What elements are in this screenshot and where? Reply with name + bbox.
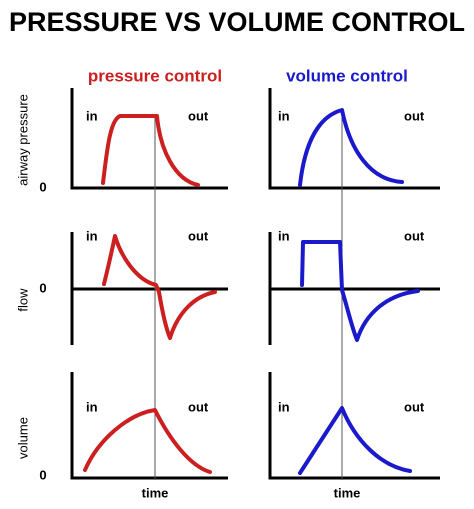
pressure-curves xyxy=(83,114,217,474)
row-label: volume xyxy=(15,417,30,459)
out-label: out xyxy=(188,228,209,243)
row-label: flow xyxy=(15,288,30,312)
zero-label: 0 xyxy=(39,467,46,482)
in-out-labels: in out in out in out in out in out in ou… xyxy=(86,108,425,414)
out-label: out xyxy=(188,108,209,123)
out-label: out xyxy=(404,228,425,243)
in-label: in xyxy=(86,399,98,414)
column-header: pressure control xyxy=(88,66,222,85)
in-label: in xyxy=(86,108,98,123)
zero-label: 0 xyxy=(39,280,46,295)
row-label: airway pressure xyxy=(15,94,30,186)
zero-label: 0 xyxy=(39,179,46,194)
out-label: out xyxy=(188,399,209,414)
title: PRESSURE VS VOLUME CONTROL xyxy=(9,7,465,37)
in-label: in xyxy=(278,108,290,123)
out-label: out xyxy=(404,399,425,414)
x-label: time xyxy=(142,485,169,500)
x-label: time xyxy=(334,485,361,500)
in-label: in xyxy=(86,228,98,243)
in-label: in xyxy=(278,228,290,243)
column-header: volume control xyxy=(286,66,408,85)
in-label: in xyxy=(278,399,290,414)
axes xyxy=(70,88,440,480)
volume-curves xyxy=(298,108,420,475)
out-label: out xyxy=(404,108,425,123)
